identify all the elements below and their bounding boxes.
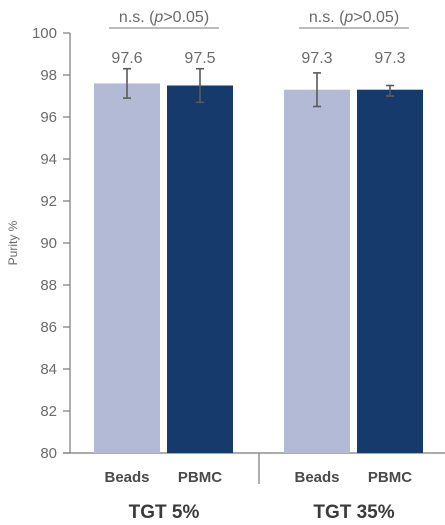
significance-p: p: [153, 9, 163, 26]
y-tick-label: 98: [40, 67, 57, 84]
category-label: PBMC: [368, 469, 412, 486]
y-tick-label: 80: [40, 445, 57, 462]
y-tick-label: 84: [40, 361, 57, 378]
y-tick-label: 100: [32, 25, 57, 42]
significance-suffix: >0.05): [163, 9, 209, 26]
significance-p: p: [343, 9, 353, 26]
y-tick-label: 96: [40, 109, 57, 126]
group-label: TGT 5%: [129, 502, 200, 523]
y-tick-label: 94: [40, 151, 57, 168]
category-label: PBMC: [178, 469, 222, 486]
bar: [94, 83, 160, 454]
category-label: Beads: [294, 469, 339, 486]
data-label: 97.6: [111, 50, 142, 67]
data-label: 97.3: [374, 50, 405, 67]
significance-prefix: n.s. (: [309, 9, 345, 26]
y-axis-label: Purity %: [6, 220, 20, 265]
bar: [284, 89, 350, 453]
bar: [167, 85, 233, 453]
y-tick-label: 82: [40, 403, 57, 420]
data-label: 97.5: [184, 50, 215, 67]
y-tick-label: 86: [40, 319, 57, 336]
significance-label: n.s. (p>0.05): [119, 9, 209, 26]
group-label: TGT 35%: [313, 502, 394, 523]
y-tick-label: 90: [40, 235, 57, 252]
significance-suffix: >0.05): [353, 9, 399, 26]
significance-prefix: n.s. (: [119, 9, 155, 26]
y-tick-label: 92: [40, 193, 57, 210]
bar: [357, 89, 423, 453]
y-tick-label: 88: [40, 277, 57, 294]
data-label: 97.3: [301, 50, 332, 67]
significance-label: n.s. (p>0.05): [309, 9, 399, 26]
category-label: Beads: [104, 469, 149, 486]
